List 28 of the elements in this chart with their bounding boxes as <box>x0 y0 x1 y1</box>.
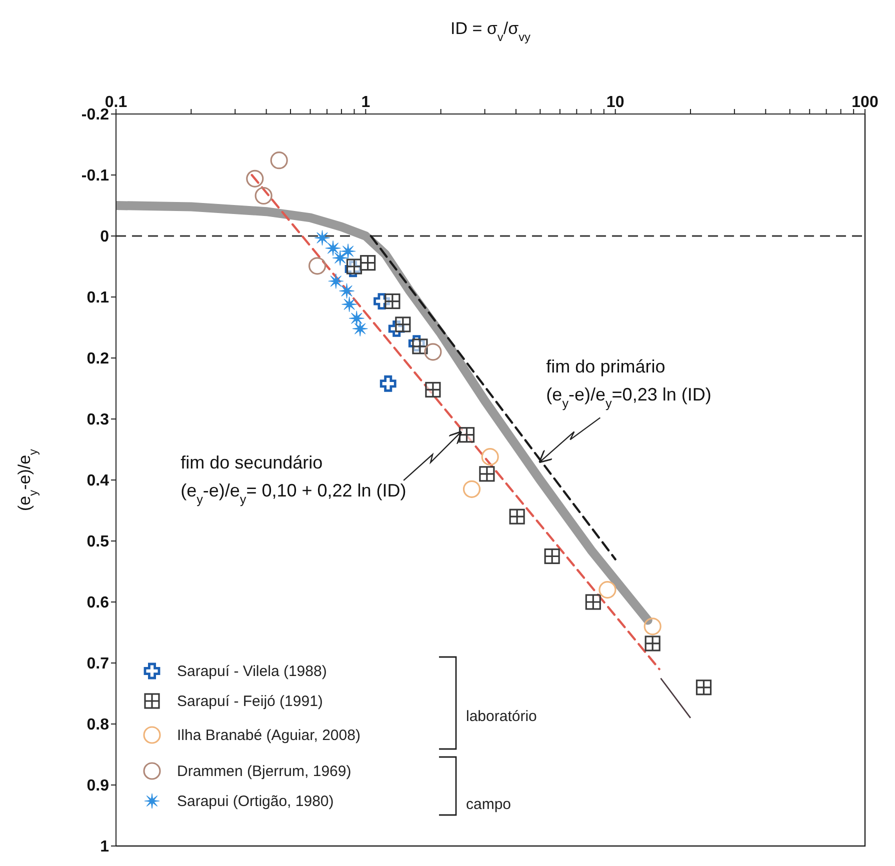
annotation: campo <box>466 796 512 813</box>
annotation: laboratório <box>466 708 537 725</box>
x-tick-label: 10 <box>606 94 624 111</box>
y-tick-label: -0.1 <box>81 168 110 185</box>
y-tick-label: 0.5 <box>86 534 110 551</box>
y-tick-label: 0.7 <box>86 656 110 673</box>
y-tick-label: 0 <box>100 228 110 246</box>
legend-label: Sarapui (Ortigão, 1980) <box>177 793 334 810</box>
x-tick-label: 100 <box>852 94 878 111</box>
legend-label: Drammen (Bjerrum, 1969) <box>177 763 352 780</box>
y-tick-label: 0.8 <box>86 716 110 734</box>
y-tick-label: 0.2 <box>86 350 110 368</box>
annotation: (e$_{y}$-e)/e$_{y}$= 0,10 + 0,22 ln (ID) <box>180 480 406 506</box>
y-tick-label: 0.1 <box>86 290 110 307</box>
legend-label: Sarapuí - Feijó (1991) <box>177 693 323 710</box>
annotation: fim do primário <box>546 356 666 377</box>
y-tick-label: 0.6 <box>86 594 110 612</box>
x-axis-title: ID = σ$_{v}$/σ$_{vy}$ <box>450 19 531 44</box>
y-tick-label: 0.4 <box>86 472 110 490</box>
legend-label: Ilha Branabé (Aguiar, 2008) <box>177 727 360 744</box>
x-tick-label: 1 <box>361 94 370 111</box>
annotation: (e$_{y}$-e)/e$_{y}$=0,23 ln (ID) <box>546 384 712 411</box>
y-tick-label: 1 <box>100 838 110 856</box>
legend-label: Sarapuí - Vilela (1988) <box>177 663 327 680</box>
y-tick-label: 0.9 <box>86 778 110 795</box>
y-tick-label: 0.3 <box>86 412 110 429</box>
y-tick-label: -0.2 <box>81 106 110 124</box>
annotation: fim do secundário <box>180 452 323 472</box>
